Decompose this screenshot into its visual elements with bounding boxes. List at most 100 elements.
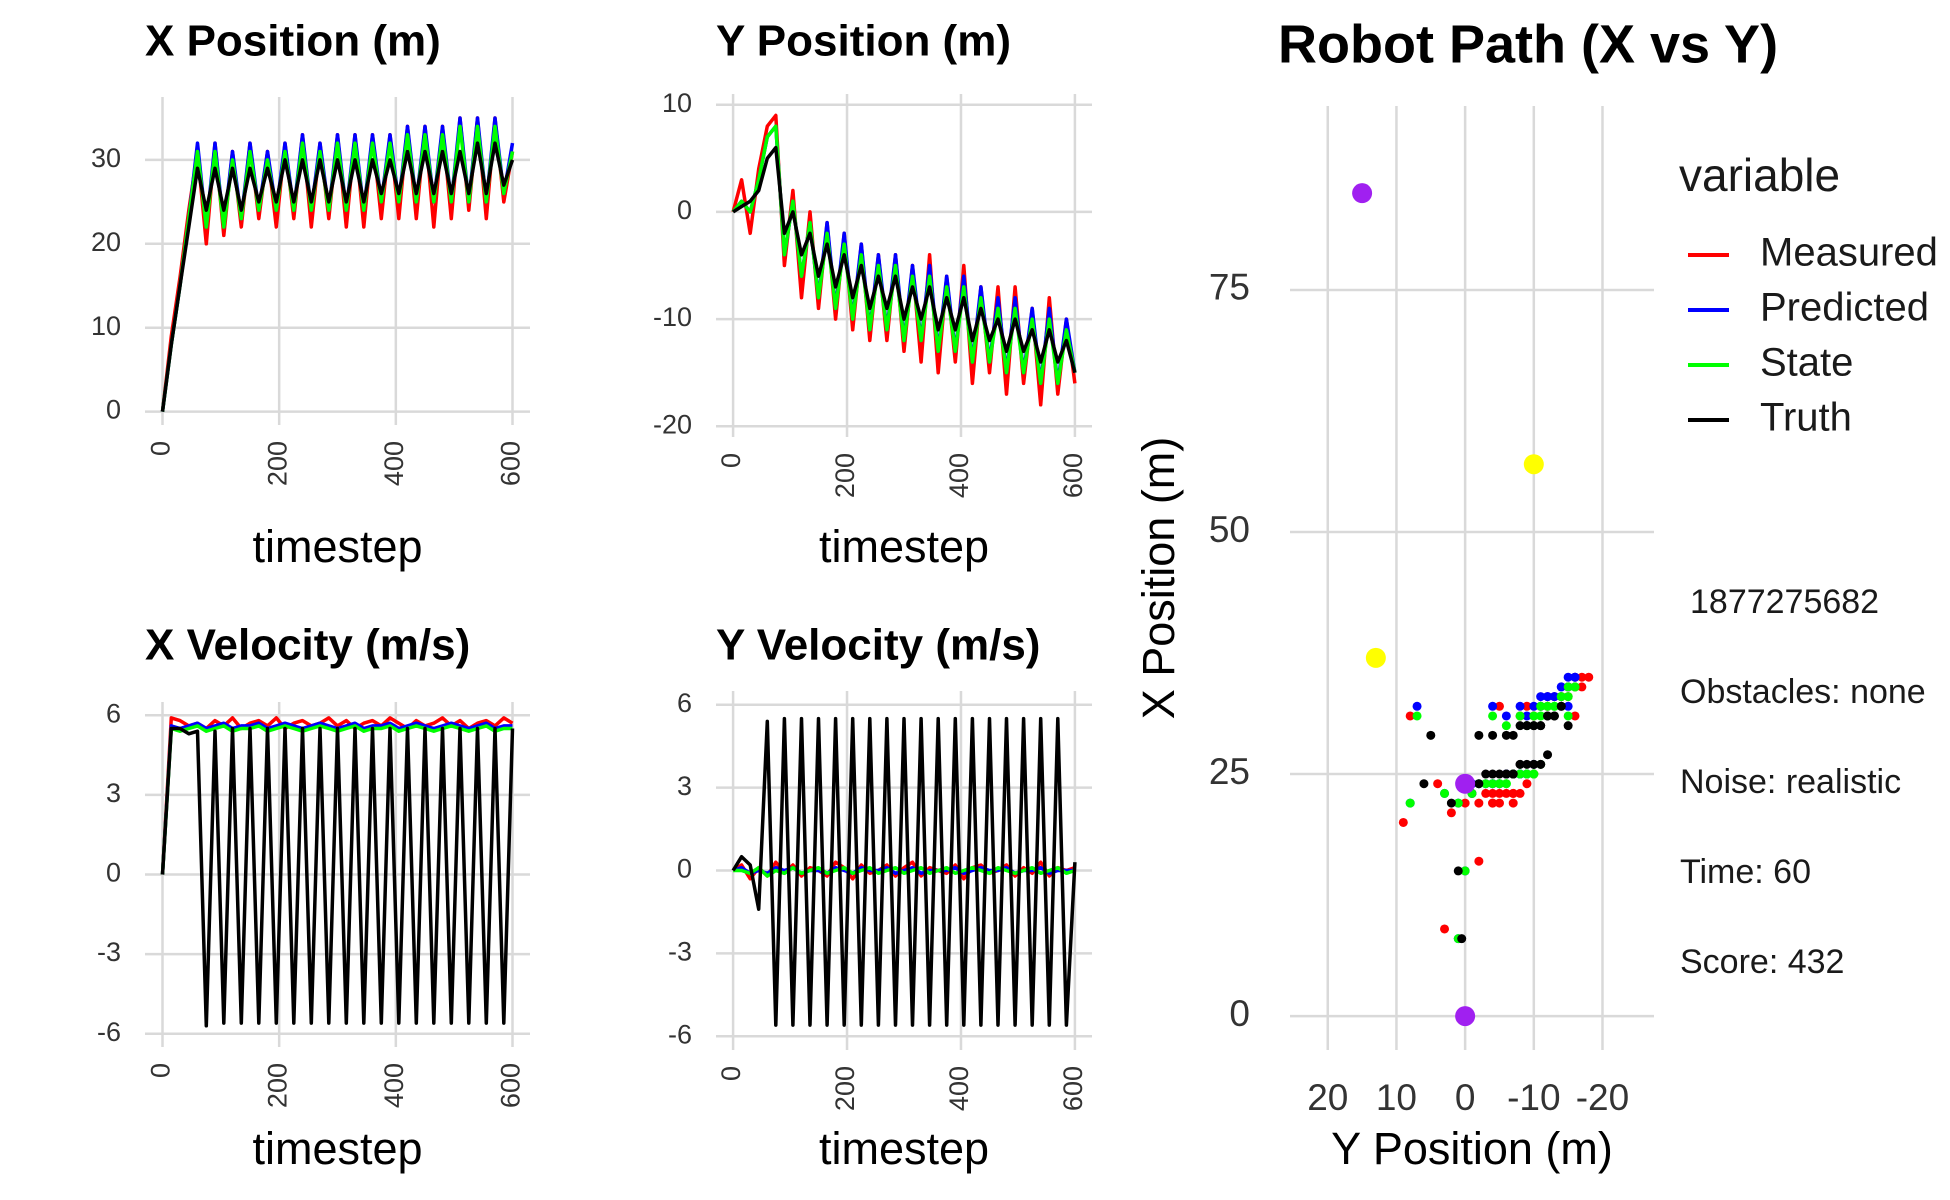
path-point [1556, 692, 1566, 702]
legend-label: State [1760, 341, 1853, 385]
legend-title: variable [1679, 149, 1840, 201]
series-line [732, 145, 1077, 374]
path-point [1446, 808, 1456, 818]
path-point [1460, 866, 1470, 876]
path-point [1529, 721, 1539, 731]
path-point [1556, 701, 1566, 711]
path-point [1481, 769, 1491, 779]
path-point [1481, 788, 1491, 798]
x-tick-label: 200 [262, 1063, 292, 1108]
x-axis-title: timestep [252, 521, 422, 572]
path-point [1536, 759, 1546, 769]
marker-point [1365, 647, 1386, 668]
path-point [1543, 750, 1553, 760]
path-point [1515, 701, 1525, 711]
x-tick-label: 0 [146, 441, 176, 456]
x-tick-label: 200 [830, 453, 860, 498]
path-point [1522, 711, 1532, 721]
series-line [160, 726, 515, 1028]
path-point [1522, 721, 1532, 731]
path-point [1522, 779, 1532, 789]
chart-title: Y Position (m) [716, 17, 1011, 66]
path-point [1419, 779, 1429, 789]
path-point [1563, 711, 1573, 721]
marker-point [1523, 454, 1544, 475]
path-point [1474, 730, 1484, 740]
path-point [1577, 672, 1587, 682]
path-point [1522, 769, 1532, 779]
path-point [1543, 701, 1553, 711]
path-point [1488, 779, 1498, 789]
x-tick-label: 400 [944, 1066, 974, 1111]
path-point [1501, 779, 1511, 789]
y-tick-label: -3 [668, 936, 692, 966]
path-point [1488, 730, 1498, 740]
path-point [1536, 711, 1546, 721]
y-tick-label: 10 [91, 311, 121, 341]
y-tick-label: 0 [1229, 993, 1250, 1034]
y-axis-title: X Position (m) [1133, 437, 1184, 720]
x-tick-label: 200 [830, 1066, 860, 1111]
path-point [1494, 779, 1504, 789]
annotation: Time: 60 [1680, 853, 1811, 891]
y-tick-label: -3 [97, 937, 121, 967]
path-point [1508, 769, 1518, 779]
path-point [1433, 779, 1443, 789]
path-point [1563, 672, 1573, 682]
x-tick-label: 600 [496, 441, 526, 486]
y-tick-label: 10 [662, 88, 692, 118]
y-tick-label: 0 [677, 854, 692, 884]
path-point [1549, 701, 1559, 711]
path-point [1412, 711, 1422, 721]
y-tick-label: -6 [97, 1017, 121, 1047]
path-point [1488, 711, 1498, 721]
path-point [1529, 769, 1539, 779]
annotation: Obstacles: none [1680, 673, 1926, 711]
path-point [1556, 682, 1566, 692]
x-tick-label: 0 [1455, 1077, 1476, 1118]
y-tick-label: 20 [91, 227, 121, 257]
path-point [1474, 798, 1484, 808]
x-tick-label: 400 [944, 453, 974, 498]
path-point [1563, 682, 1573, 692]
x-axis-title: Y Position (m) [1331, 1123, 1613, 1174]
path-point [1494, 769, 1504, 779]
path-point [1570, 711, 1580, 721]
x-tick-label: 600 [1058, 453, 1088, 498]
path-point [1584, 672, 1594, 682]
path-point [1515, 711, 1525, 721]
marker-point [1455, 773, 1476, 794]
path-point [1508, 730, 1518, 740]
path-point [1522, 759, 1532, 769]
path-point [1453, 866, 1463, 876]
path-point [1515, 721, 1525, 731]
path-point [1405, 798, 1415, 808]
chart-title: X Velocity (m/s) [145, 621, 470, 670]
path-point [1549, 711, 1559, 721]
path-point [1529, 759, 1539, 769]
path-point [1515, 788, 1525, 798]
path-point [1563, 701, 1573, 711]
marker-point [1455, 1006, 1476, 1027]
path-point [1508, 788, 1518, 798]
path-point [1398, 817, 1408, 827]
path-point [1488, 788, 1498, 798]
path-point [1460, 798, 1470, 808]
path-point [1529, 701, 1539, 711]
y-tick-label: 75 [1209, 267, 1250, 308]
chart-title: Robot Path (X vs Y) [1278, 14, 1778, 74]
x-tick-label: -20 [1576, 1077, 1629, 1118]
legend-label: Measured [1760, 231, 1938, 275]
series-line [160, 141, 515, 412]
path-point [1494, 701, 1504, 711]
path-point [1543, 711, 1553, 721]
path-point [1536, 692, 1546, 702]
y-tick-label: -6 [668, 1019, 692, 1049]
path-point [1536, 721, 1546, 731]
y-tick-label: 25 [1209, 751, 1250, 792]
annotation: 1877275682 [1690, 583, 1879, 621]
path-point [1481, 779, 1491, 789]
path-point [1529, 711, 1539, 721]
y-tick-label: 30 [91, 143, 121, 173]
